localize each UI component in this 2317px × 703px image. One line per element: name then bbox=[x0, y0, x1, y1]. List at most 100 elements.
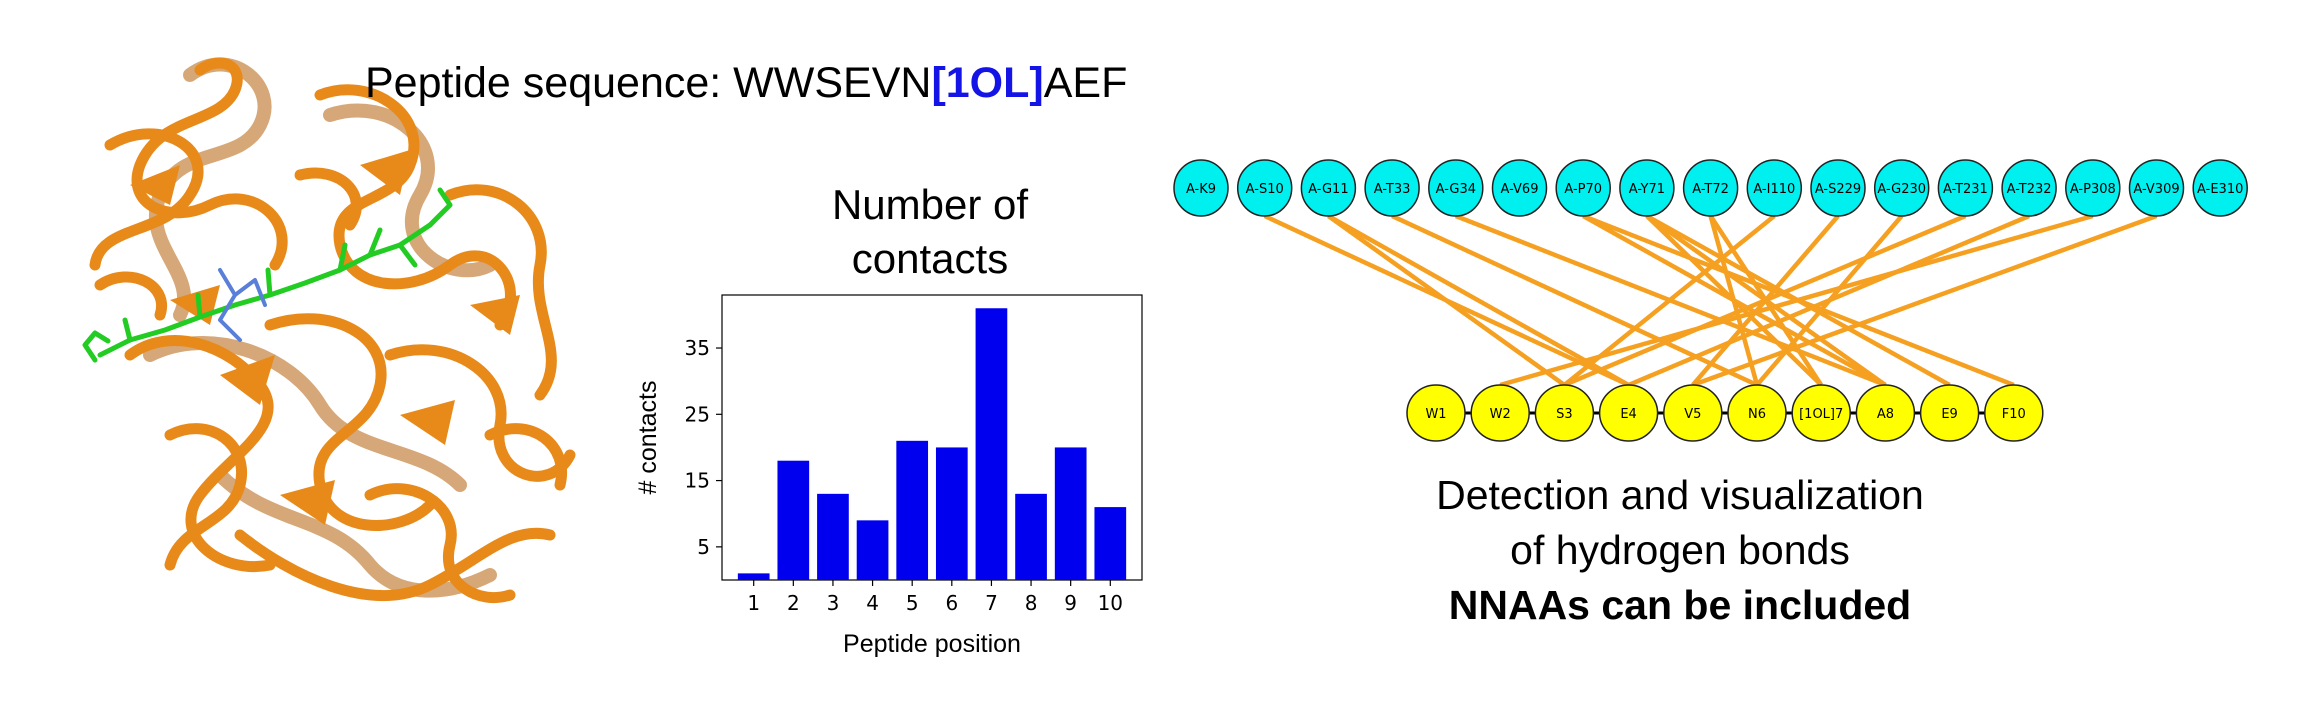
caption-line-2: of hydrogen bonds bbox=[1510, 527, 1850, 573]
hbond-edge bbox=[1627, 213, 2030, 388]
receptor-node bbox=[1619, 159, 1675, 217]
x-tick-label: 5 bbox=[906, 591, 919, 615]
x-tick-label: 1 bbox=[747, 591, 760, 615]
receptor-node-label: A-G34 bbox=[1436, 182, 1476, 197]
chart-title-line-2: contacts bbox=[851, 235, 1009, 282]
sequence-prefix: Peptide sequence: bbox=[365, 59, 734, 107]
caption-line-1: Detection and visualization bbox=[1436, 472, 1924, 518]
receptor-node-label: A-V69 bbox=[1501, 182, 1539, 197]
x-axis-label: Peptide position bbox=[843, 630, 1021, 658]
hbond-edge bbox=[1499, 213, 2094, 388]
plot-frame bbox=[721, 294, 1143, 581]
peptide-node bbox=[1406, 384, 1466, 442]
caption-line-3: NNAAs can be included bbox=[1448, 582, 1912, 628]
receptor-node bbox=[1364, 159, 1420, 217]
peptide-node-label: W1 bbox=[1425, 407, 1446, 422]
hbond-edge bbox=[1708, 215, 1760, 386]
receptor-node bbox=[2065, 159, 2121, 217]
peptide-node-label: A8 bbox=[1877, 407, 1894, 422]
sequence-nnaa: [1OL] bbox=[931, 59, 1044, 107]
protein-structure-image bbox=[82, 57, 576, 604]
bar-7 bbox=[975, 308, 1008, 580]
peptide-node-label: V5 bbox=[1684, 407, 1701, 422]
peptide-node-label: [1OL]7 bbox=[1799, 407, 1843, 422]
y-tick-label: 5 bbox=[697, 535, 710, 559]
receptor-node bbox=[1682, 159, 1739, 217]
bar-8 bbox=[1015, 493, 1047, 580]
bar-6 bbox=[935, 447, 968, 580]
peptide-node bbox=[1727, 384, 1787, 442]
peptide-node-label: N6 bbox=[1748, 407, 1766, 422]
peptide-node-label: E4 bbox=[1620, 407, 1637, 422]
receptor-node-label: A-P70 bbox=[1564, 182, 1602, 197]
x-tick-label: 7 bbox=[985, 591, 998, 615]
peptide-node-label: S3 bbox=[1556, 407, 1573, 422]
receptor-node bbox=[1428, 159, 1484, 217]
peptide-node bbox=[1791, 384, 1851, 442]
bar-10 bbox=[1094, 507, 1127, 580]
x-tick-label: 10 bbox=[1098, 591, 1123, 615]
peptide-node bbox=[1470, 384, 1530, 442]
receptor-node bbox=[1873, 159, 1930, 217]
x-tick-label: 2 bbox=[787, 591, 800, 615]
y-tick-label: 35 bbox=[685, 336, 710, 360]
peptide-node bbox=[1855, 384, 1916, 442]
receptor-node-label: A-P308 bbox=[2070, 182, 2116, 197]
receptor-node-label: A-G230 bbox=[1877, 182, 1926, 197]
hbond-edge bbox=[1327, 214, 1630, 387]
y-axis-label: # contacts bbox=[634, 381, 662, 495]
peptide-node-label: E9 bbox=[1941, 407, 1958, 422]
x-tick-label: 4 bbox=[866, 591, 879, 615]
receptor-node-label: A-I110 bbox=[1753, 182, 1795, 197]
receptor-node-label: A-S10 bbox=[1246, 182, 1284, 197]
hbond-edge bbox=[1327, 214, 1566, 387]
bar-9 bbox=[1054, 447, 1087, 580]
receptor-node-label: A-Y71 bbox=[1629, 182, 1665, 197]
sequence-part-1: WWSEVN bbox=[733, 59, 932, 107]
bar-1 bbox=[737, 573, 770, 580]
x-tick-label: 9 bbox=[1064, 591, 1077, 615]
y-tick-label: 25 bbox=[685, 402, 710, 426]
peptide-sequence-title: Peptide sequence: WWSEVN[1OL]AEF bbox=[365, 62, 1127, 105]
receptor-node-label: A-T33 bbox=[1374, 182, 1411, 197]
receptor-node bbox=[2128, 159, 2185, 217]
peptide-node-label: F10 bbox=[2002, 407, 2026, 422]
peptide-node bbox=[1534, 384, 1595, 442]
x-tick-label: 3 bbox=[827, 591, 840, 615]
receptor-node bbox=[1555, 159, 1611, 217]
peptide-node-label: W2 bbox=[1490, 407, 1511, 422]
bar-4 bbox=[856, 520, 889, 580]
hbond-edge bbox=[1692, 213, 2158, 388]
peptide-node bbox=[1598, 384, 1659, 442]
receptor-node-label: A-V309 bbox=[2133, 182, 2179, 197]
sequence-part-2: AEF bbox=[1043, 59, 1128, 107]
receptor-node-label: A-G11 bbox=[1308, 182, 1348, 197]
bar-2 bbox=[777, 460, 810, 580]
caption: Detection and visualization of hydrogen … bbox=[1380, 468, 1980, 633]
peptide-node bbox=[1984, 384, 2044, 442]
peptide-node bbox=[1919, 384, 1980, 442]
receptor-node-label: A-K9 bbox=[1186, 182, 1216, 197]
bar-5 bbox=[896, 440, 929, 580]
hydrogen-bond-network: A-K9 A-S10 A-G11 A-T33 A-G34 A-V69 A-P70 A-Y71 A… bbox=[1173, 159, 2248, 442]
hbond-edge bbox=[1563, 213, 1967, 388]
receptor-node bbox=[2192, 159, 2248, 217]
receptor-node bbox=[1937, 159, 1994, 217]
receptor-node-label: A-T231 bbox=[1943, 182, 1988, 197]
peptide-node bbox=[1663, 384, 1723, 442]
x-tick-label: 8 bbox=[1025, 591, 1038, 615]
chart-title-line-1: Number of bbox=[831, 181, 1029, 228]
receptor-node-label: A-E310 bbox=[2197, 182, 2243, 197]
receptor-node bbox=[1300, 159, 1357, 217]
chart-title: Number of contacts bbox=[760, 178, 1100, 286]
receptor-node bbox=[1810, 159, 1866, 217]
x-tick-label: 6 bbox=[945, 591, 958, 615]
receptor-node bbox=[1746, 159, 1803, 217]
bar-3 bbox=[817, 493, 849, 580]
contacts-bar-chart: 5 15 25 35 1 2 3 4 5 6 7 8 9 10 Peptide position # cont… bbox=[634, 294, 1143, 658]
y-tick-label: 15 bbox=[685, 469, 710, 493]
receptor-node bbox=[2001, 159, 2057, 217]
receptor-node bbox=[1173, 159, 1229, 217]
receptor-node bbox=[1236, 159, 1293, 217]
receptor-node-label: A-T72 bbox=[1692, 182, 1729, 197]
